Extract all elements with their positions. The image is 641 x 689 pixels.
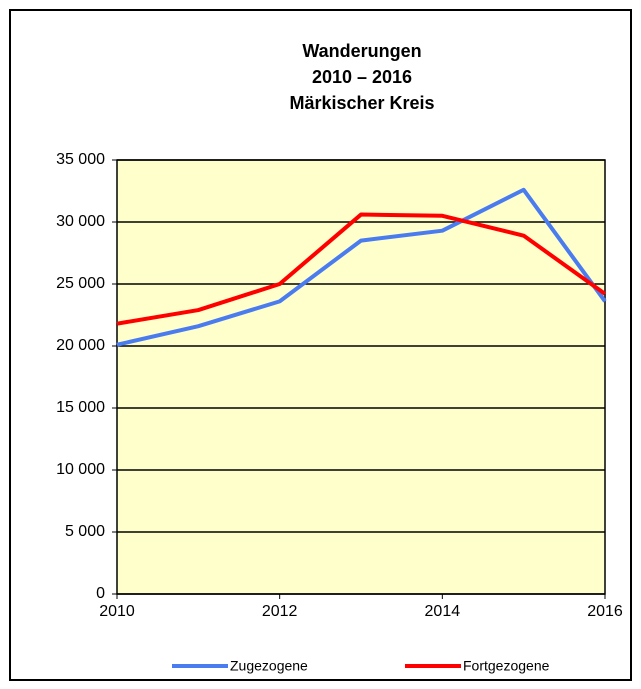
y-tick-label: 20 000 — [56, 337, 105, 354]
plot-area — [116, 159, 606, 595]
y-tick-label: 5 000 — [65, 523, 105, 540]
y-tick-label: 10 000 — [56, 461, 105, 478]
chart-title: Wanderungen — [302, 41, 421, 61]
x-tick-label: 2012 — [262, 603, 298, 620]
y-tick-label: 30 000 — [56, 213, 105, 230]
x-tick-label: 2014 — [425, 603, 461, 620]
y-tick-label: 25 000 — [56, 275, 105, 292]
y-tick-label: 15 000 — [56, 399, 105, 416]
series-line — [116, 212, 607, 326]
chart-title: 2010 – 2016 — [312, 67, 412, 87]
chart-title: Märkischer Kreis — [289, 93, 434, 113]
y-tick-label: 0 — [96, 585, 105, 602]
series-line — [116, 187, 607, 347]
x-tick-label: 2016 — [587, 603, 623, 620]
x-tick-label: 2010 — [99, 603, 135, 620]
y-tick-label: 35 000 — [56, 151, 105, 168]
legend-label: Fortgezogene — [463, 658, 550, 674]
legend-label: Zugezogene — [230, 658, 308, 674]
